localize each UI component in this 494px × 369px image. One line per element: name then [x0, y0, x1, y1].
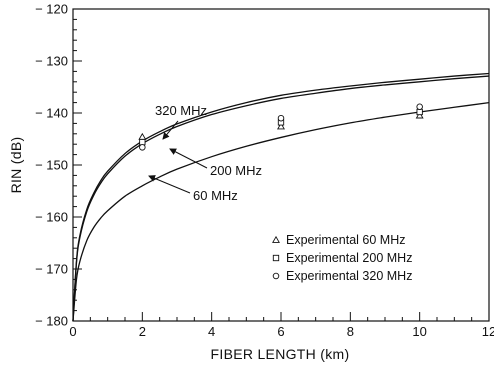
x-tick-label: 2	[139, 324, 146, 339]
legend-label: Experimental 320 MHz	[286, 269, 412, 283]
axis-ticks: 0 2 4 6 8 10 12 − 120 − 130 − 140 − 150 − 160 − 170 −…	[35, 2, 494, 340]
x-tick-label: 0	[69, 324, 76, 339]
y-tick-label: − 180	[35, 314, 68, 329]
x-tick-label: 12	[482, 324, 494, 339]
x-tick-label: 10	[412, 324, 426, 339]
experimental-point-circle-marker	[139, 144, 146, 151]
legend-circle-marker	[272, 272, 280, 280]
y-tick-label: − 120	[35, 2, 68, 17]
x-tick-label: 8	[347, 324, 354, 339]
curve-320mhz	[72, 72, 490, 322]
y-tick-label: − 130	[35, 54, 68, 69]
y-tick-label: − 140	[35, 106, 68, 121]
curve-200mhz	[72, 75, 490, 322]
curves	[72, 72, 490, 322]
label-200mhz: 200 MHz	[210, 163, 262, 178]
x-tick-label: 6	[277, 324, 284, 339]
x-axis-title: FIBER LENGTH (km)	[211, 346, 350, 362]
experimental-point-square-marker	[139, 138, 146, 146]
y-axis-title: RIN (dB)	[8, 137, 24, 194]
label-60mhz: 60 MHz	[193, 188, 238, 203]
plot-frame	[72, 8, 490, 322]
legend-square-marker	[272, 254, 280, 262]
legend-label: Experimental 60 MHz	[286, 233, 406, 247]
y-tick-label: − 160	[35, 210, 68, 225]
label-200mhz-arrow	[169, 148, 208, 169]
experimental-point-circle-marker	[416, 103, 423, 111]
x-tick-label: 4	[208, 324, 215, 339]
experimental-point-circle-marker	[277, 114, 285, 122]
experimental-points	[138, 103, 424, 151]
label-320mhz: 320 MHz	[155, 103, 207, 118]
curve-60mhz	[72, 101, 490, 322]
label-320mhz-arrow	[162, 120, 179, 140]
legend: Experimental 60 MHz Experimental 200 MHz E…	[272, 233, 412, 283]
experimental-point-square-marker	[416, 108, 423, 116]
y-tick-label: − 150	[35, 158, 68, 173]
y-tick-label: − 170	[35, 262, 68, 277]
legend-triangle-marker	[272, 235, 280, 243]
experimental-point-triangle-marker	[138, 132, 147, 140]
legend-label: Experimental 200 MHz	[286, 251, 412, 265]
curve-label-arrows: 320 MHz 200 MHz 60 MHz	[148, 103, 262, 203]
experimental-point-triangle-marker	[415, 111, 424, 119]
experimental-point-triangle-marker	[277, 122, 285, 130]
label-60mhz-arrow	[148, 175, 191, 194]
